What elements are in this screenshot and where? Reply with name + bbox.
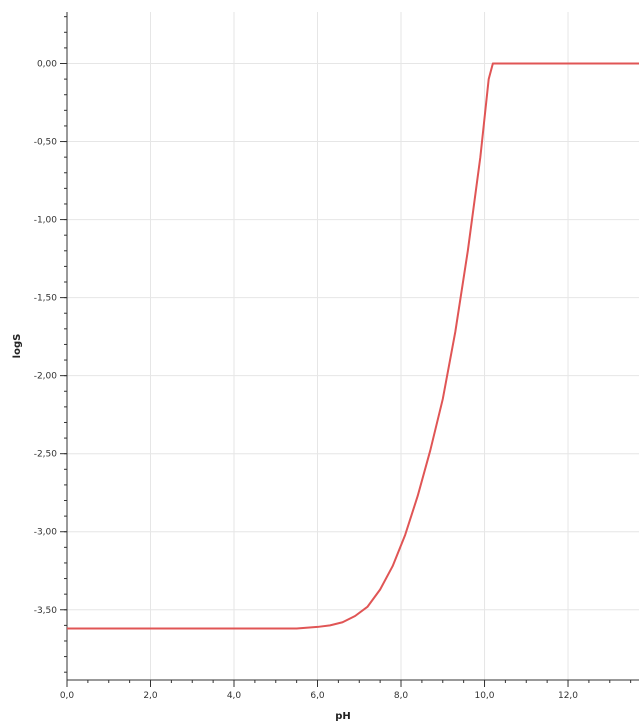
- y-tick-label: -2,50: [34, 450, 58, 460]
- y-tick-label: -3,00: [34, 528, 58, 538]
- x-tick-label: 12,0: [558, 691, 578, 701]
- series-line: [67, 62, 639, 630]
- x-axis-label: pH: [335, 711, 351, 722]
- x-tick-label: 4,0: [227, 691, 242, 701]
- x-tick-label: 8,0: [394, 691, 409, 701]
- y-tick-label: -2,00: [34, 372, 58, 382]
- series: [67, 62, 639, 630]
- axes: [66, 12, 639, 681]
- y-tick-label: -1,50: [34, 294, 58, 304]
- tick-labels: 0,00 -0,50 -1,00 -1,50 -2,00 -2,50 -3,00 -3,50 0…: [34, 60, 579, 701]
- x-tick-label: 10,0: [474, 691, 494, 701]
- y-tick-label: -1,00: [34, 216, 58, 226]
- grid: [67, 12, 639, 680]
- x-tick-label: 2,0: [143, 691, 158, 701]
- y-tick-label: -0,50: [34, 138, 58, 148]
- x-tick-label: 0,0: [60, 691, 75, 701]
- y-axis-label: logS: [12, 334, 23, 359]
- x-tick-label: 6,0: [310, 691, 325, 701]
- y-tick-label: -3,50: [34, 606, 58, 616]
- y-tick-label: 0,00: [37, 60, 57, 70]
- tick-marks: [60, 16, 632, 687]
